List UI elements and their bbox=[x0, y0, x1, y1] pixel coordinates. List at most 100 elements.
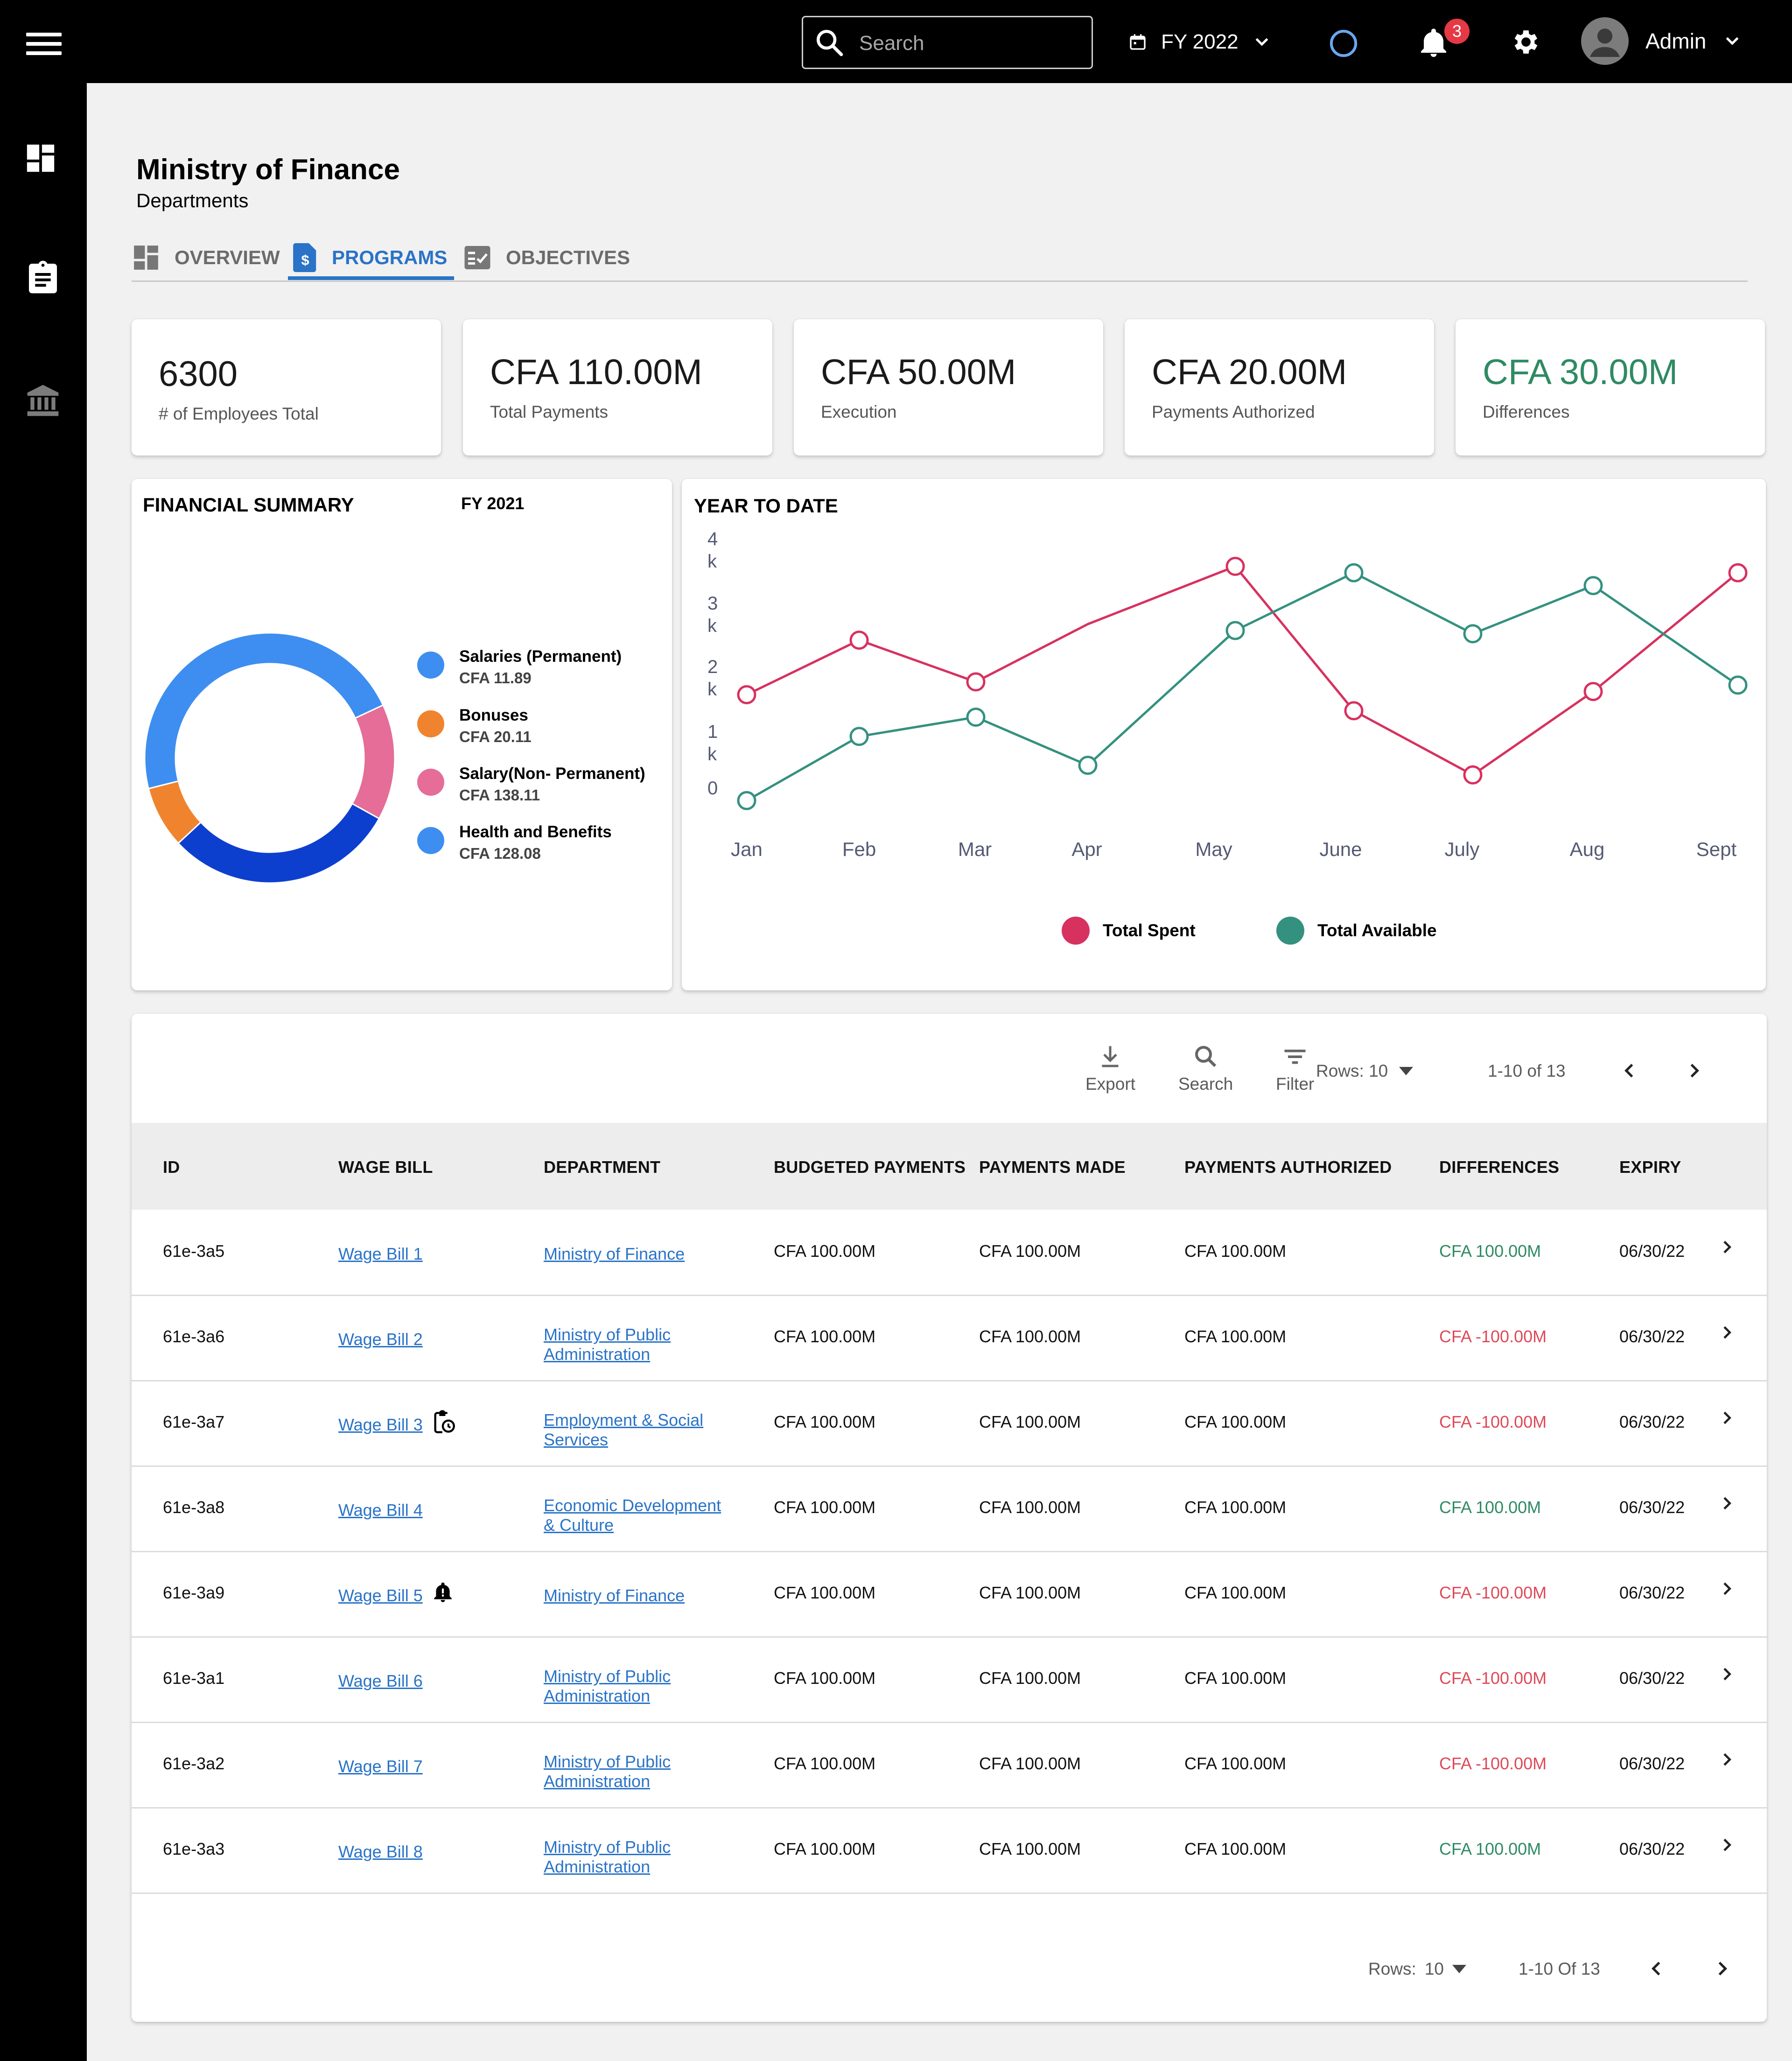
dashboard-icon bbox=[134, 245, 158, 270]
table-row[interactable] bbox=[132, 1381, 1767, 1467]
department-link[interactable]: Economic Development & Culture bbox=[544, 1496, 721, 1535]
cell-budgeted: CFA 100.00M bbox=[774, 1583, 876, 1602]
row-chevron-right-icon[interactable] bbox=[1717, 1578, 1736, 1599]
gear-icon[interactable] bbox=[1510, 26, 1542, 58]
search-input[interactable] bbox=[859, 29, 1083, 57]
bell-alert-icon[interactable] bbox=[431, 1579, 455, 1605]
row-chevron-right-icon[interactable] bbox=[1717, 1749, 1736, 1770]
department-link[interactable]: Ministry of Public Administration bbox=[544, 1752, 671, 1791]
column-header-payments-authorized[interactable]: PAYMENTS AUTHORIZED bbox=[1184, 1157, 1392, 1177]
tab-programs[interactable]: $ PROGRAMS bbox=[293, 233, 447, 282]
department-link[interactable]: Ministry of Public Administration bbox=[544, 1837, 671, 1876]
donut-slice[interactable] bbox=[144, 632, 384, 790]
search-box[interactable] bbox=[802, 16, 1093, 69]
export-button[interactable]: Export bbox=[1085, 1042, 1135, 1094]
table-row[interactable] bbox=[132, 1467, 1767, 1552]
department-link[interactable]: Ministry of Public Administration bbox=[544, 1667, 671, 1705]
bell-icon[interactable] bbox=[1417, 25, 1450, 61]
data-point[interactable] bbox=[1225, 557, 1245, 576]
data-point[interactable] bbox=[1344, 563, 1364, 582]
data-point[interactable] bbox=[966, 672, 986, 692]
column-header-budgeted-payments[interactable]: BUDGETED PAYMENTS bbox=[774, 1157, 966, 1177]
table-row[interactable] bbox=[132, 1296, 1767, 1381]
stat-label: Payments Authorized bbox=[1152, 402, 1315, 421]
data-point[interactable] bbox=[737, 685, 756, 704]
filter-button[interactable]: Filter bbox=[1276, 1042, 1314, 1094]
rows-per-page-select[interactable]: Rows: 10 bbox=[1316, 1061, 1414, 1081]
data-point[interactable] bbox=[1078, 756, 1098, 775]
y-tick-label: k bbox=[707, 744, 717, 764]
row-chevron-right-icon[interactable] bbox=[1717, 1322, 1736, 1343]
wage-bill-link[interactable]: Wage Bill 8 bbox=[338, 1842, 423, 1861]
row-chevron-right-icon[interactable] bbox=[1717, 1237, 1736, 1257]
clipboard-clock-icon[interactable] bbox=[431, 1409, 455, 1436]
data-point[interactable] bbox=[966, 708, 986, 727]
rows-per-page-label: Rows: 10 bbox=[1316, 1061, 1388, 1080]
footer-rows-per-page-select[interactable]: Rows: 10 bbox=[1368, 1959, 1466, 1979]
data-point[interactable] bbox=[1225, 621, 1245, 640]
table-search-button[interactable]: Search bbox=[1178, 1042, 1233, 1094]
data-point[interactable] bbox=[1728, 675, 1748, 695]
column-header-differences[interactable]: DIFFERENCES bbox=[1439, 1157, 1560, 1177]
row-chevron-right-icon[interactable] bbox=[1717, 1493, 1736, 1514]
y-tick-label: 3 bbox=[707, 593, 718, 614]
bank-icon[interactable] bbox=[24, 382, 62, 419]
column-header-wage-bill[interactable]: WAGE BILL bbox=[338, 1157, 433, 1177]
row-chevron-right-icon[interactable] bbox=[1717, 1664, 1736, 1684]
tab-overview[interactable]: OVERVIEW bbox=[132, 233, 280, 282]
clipboard-icon[interactable] bbox=[24, 258, 62, 298]
wage-bill-link[interactable]: Wage Bill 7 bbox=[338, 1757, 423, 1776]
wage-bill-link[interactable]: Wage Bill 3 bbox=[338, 1415, 423, 1434]
wage-bill-link[interactable]: Wage Bill 4 bbox=[338, 1500, 423, 1520]
table-row[interactable] bbox=[132, 1638, 1767, 1723]
wage-bill-link[interactable]: Wage Bill 6 bbox=[338, 1671, 423, 1690]
data-point[interactable] bbox=[1728, 563, 1748, 582]
donut-slice[interactable] bbox=[177, 802, 380, 884]
wage-bill-link[interactable]: Wage Bill 2 bbox=[338, 1330, 423, 1349]
hamburger-menu-icon[interactable] bbox=[26, 30, 63, 58]
cell-payments-made: CFA 100.00M bbox=[979, 1754, 1081, 1773]
fiscal-year-selector[interactable]: FY 2022 bbox=[1128, 23, 1271, 61]
cell-budgeted: CFA 100.00M bbox=[774, 1668, 876, 1688]
table-row[interactable] bbox=[132, 1723, 1767, 1809]
department-link[interactable]: Ministry of Public Administration bbox=[544, 1325, 671, 1364]
cell-id: 61e-3a8 bbox=[163, 1498, 225, 1517]
data-point[interactable] bbox=[1344, 701, 1364, 721]
department-link[interactable]: Employment & Social Services bbox=[544, 1410, 704, 1449]
chevron-left-icon[interactable] bbox=[1619, 1059, 1640, 1082]
column-header-payments-made[interactable]: PAYMENTS MADE bbox=[979, 1157, 1126, 1177]
row-chevron-right-icon[interactable] bbox=[1717, 1408, 1736, 1428]
data-point[interactable] bbox=[849, 631, 869, 650]
donut-slice[interactable] bbox=[351, 704, 396, 820]
cell-payments-authorized: CFA 100.00M bbox=[1184, 1754, 1287, 1773]
data-point[interactable] bbox=[1463, 624, 1483, 644]
cell-difference: CFA -100.00M bbox=[1439, 1668, 1547, 1688]
data-point[interactable] bbox=[1583, 682, 1603, 701]
department-link[interactable]: Ministry of Finance bbox=[544, 1244, 685, 1263]
table-row[interactable] bbox=[132, 1809, 1767, 1894]
table-row[interactable] bbox=[132, 1211, 1767, 1296]
data-point[interactable] bbox=[849, 727, 869, 746]
dashboard-icon[interactable] bbox=[24, 142, 57, 175]
loading-circle-icon[interactable] bbox=[1328, 28, 1359, 59]
user-menu[interactable]: Admin bbox=[1581, 17, 1742, 65]
column-header-id[interactable]: ID bbox=[163, 1157, 180, 1177]
column-header-department[interactable]: DEPARTMENT bbox=[544, 1157, 661, 1177]
column-header-expiry[interactable]: EXPIRY bbox=[1619, 1157, 1681, 1177]
data-point[interactable] bbox=[737, 791, 756, 810]
row-chevron-right-icon[interactable] bbox=[1717, 1835, 1736, 1855]
chevron-right-icon[interactable] bbox=[1684, 1059, 1704, 1082]
legend-name: Salaries (Permanent) bbox=[459, 647, 622, 666]
cell-difference: CFA -100.00M bbox=[1439, 1327, 1547, 1346]
table-row[interactable] bbox=[132, 1552, 1767, 1638]
department-link[interactable]: Ministry of Finance bbox=[544, 1586, 685, 1605]
caret-down-icon bbox=[1399, 1067, 1414, 1075]
data-point[interactable] bbox=[1463, 765, 1483, 785]
data-point[interactable] bbox=[1583, 576, 1603, 596]
wage-bill-link[interactable]: Wage Bill 5 bbox=[338, 1586, 423, 1605]
y-tick-label: k bbox=[707, 616, 717, 636]
tab-objectives[interactable]: OBJECTIVES bbox=[463, 233, 630, 282]
chevron-right-icon[interactable] bbox=[1712, 1957, 1732, 1980]
chevron-left-icon[interactable] bbox=[1646, 1957, 1667, 1980]
wage-bill-link[interactable]: Wage Bill 1 bbox=[338, 1244, 423, 1263]
